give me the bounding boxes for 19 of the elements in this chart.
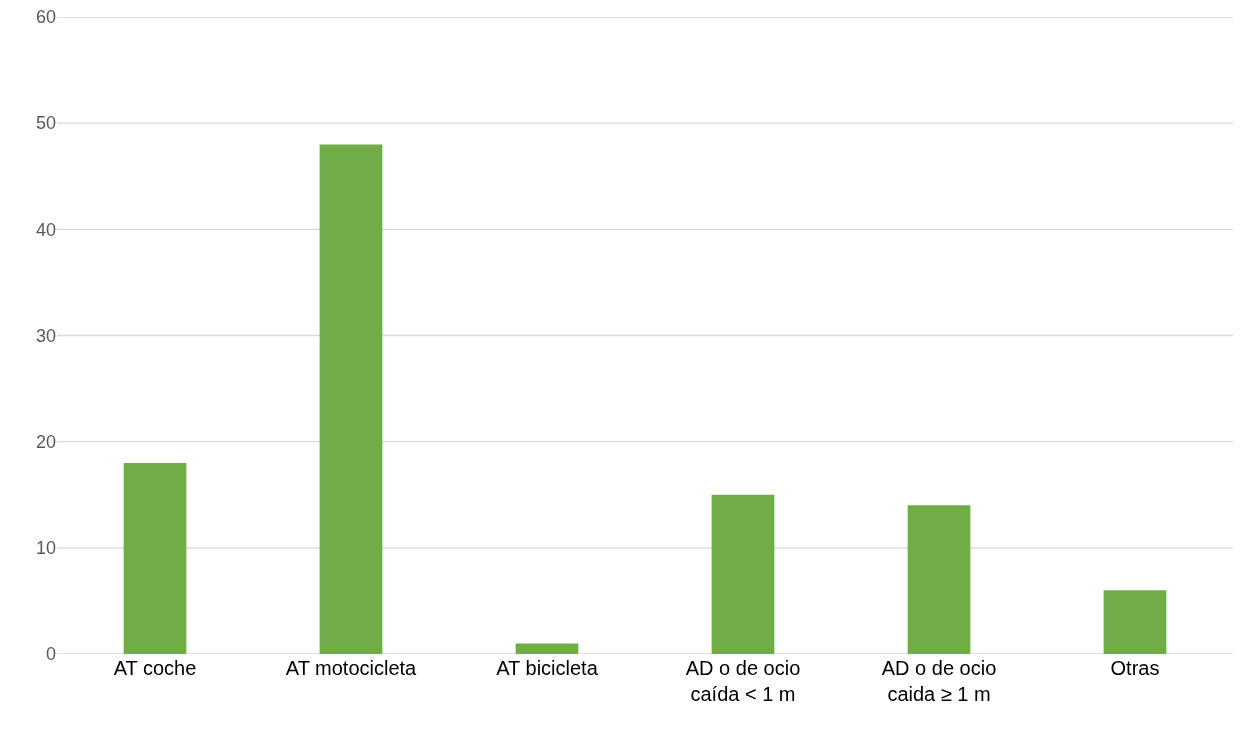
y-tick-label: 20 xyxy=(35,431,56,452)
bar xyxy=(123,462,187,654)
x-tick-label: AD o de ocio caida ≥ 1 m xyxy=(881,657,997,705)
bar xyxy=(711,494,775,654)
bar xyxy=(319,144,383,654)
y-tick-label: 40 xyxy=(35,219,56,240)
y-tick-label: 50 xyxy=(35,113,56,134)
y-tick-label: 60 xyxy=(35,7,56,28)
y-tick-label: 10 xyxy=(35,538,56,559)
x-tick-label: AT motocicleta xyxy=(285,657,418,679)
bar xyxy=(515,643,579,654)
x-tick-label: AT coche xyxy=(113,657,197,679)
x-tick-label: Otras xyxy=(1110,657,1160,679)
bar xyxy=(1103,590,1167,654)
x-tick-label: AD o de ocio caída < 1 m xyxy=(685,657,801,705)
bar xyxy=(907,505,971,654)
y-tick-label: 0 xyxy=(45,644,56,665)
x-tick-label: AT bicicleta xyxy=(496,657,599,679)
y-tick-label: 30 xyxy=(35,325,56,346)
